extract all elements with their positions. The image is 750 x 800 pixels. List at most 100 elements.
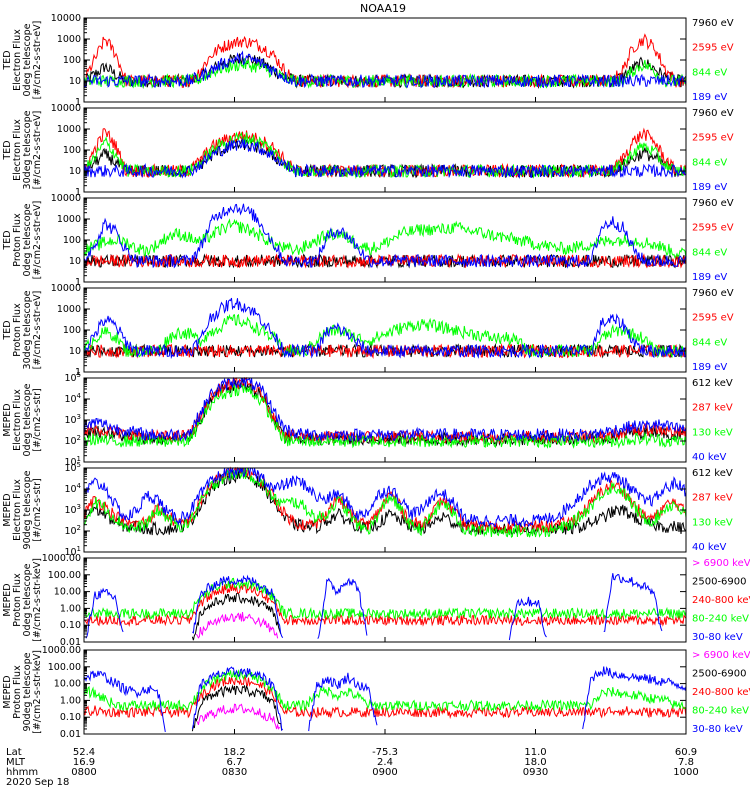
legend-entry: 80-240 keV [692, 614, 749, 625]
legend-entry: 30-80 keV [692, 632, 743, 643]
series-line-red [83, 582, 687, 628]
panel-7: > 6900 keV 2500-6900 240-800 keV 80-240 keV… [2, 553, 750, 648]
legend-entry: 189 eV [692, 362, 727, 373]
y-tick-label: 10000 [51, 283, 81, 294]
y-tick-label: 1000 [57, 214, 81, 225]
y-axis-label: MEPEDProton Flux0deg telescope[#/cm2-s-s… [2, 558, 43, 642]
x-tick-label-lat: 60.9 [675, 747, 697, 758]
y-tick-label: 105 [64, 461, 81, 474]
legend-entry: 7960 eV [692, 18, 734, 29]
panel-6: 612 keV 287 keV 130 keV 40 keV 101 102 103 104 1… [2, 461, 733, 558]
legend-entry: 844 eV [692, 337, 727, 348]
panels: 7960 eV 2595 eV 844 eV 189 eV 1 10 100 1000 1000… [2, 13, 750, 740]
panel-frame [83, 649, 687, 735]
legend-entry: 2595 eV [692, 223, 734, 234]
y-tick-label: 1000.00 [42, 553, 81, 564]
series-line-black [191, 592, 282, 641]
series-line-magenta [195, 612, 279, 639]
legend-entry: 80-240 keV [692, 706, 749, 717]
x-tick-label-time: 0900 [372, 767, 397, 778]
x-tick-label-time: 0930 [523, 767, 548, 778]
panel-frame [83, 17, 687, 103]
legend-entry: 2500-6900 [692, 669, 747, 680]
y-tick-label: 10.00 [54, 679, 81, 690]
series-line-green [83, 58, 687, 89]
series-line-green [83, 383, 687, 449]
xaxis-time-label: hhmm [6, 767, 38, 778]
y-axis-label: TEDProton Flux30deg telescope[#/cm2-s-st… [2, 290, 43, 369]
legend-entry: 130 keV [692, 517, 733, 528]
x-tick-label-lat: 52.4 [73, 747, 95, 758]
legend-entry: 40 keV [692, 452, 726, 463]
legend-entry: 287 keV [692, 493, 733, 504]
y-tick-label: 0.10 [60, 712, 81, 723]
series-line-green [83, 467, 687, 539]
panel-3: 7960 eV 2595 eV 844 eV 189 eV 1 10 100 1000 1000… [2, 193, 734, 288]
panel-4: 7960 eV 2595 eV 844 eV 189 eV 1 10 100 1000 1000… [2, 283, 734, 378]
panel-frame [83, 557, 687, 643]
y-tick-label: 104 [64, 392, 81, 405]
panel-frame [83, 377, 687, 463]
series-line-black [191, 684, 283, 732]
legend-entry: 7960 eV [692, 198, 734, 209]
y-tick-label: 104 [64, 482, 81, 495]
x-tick-label-time: 0830 [222, 767, 247, 778]
series-line-green [83, 669, 687, 713]
x-tick-label-lat: 11.0 [524, 747, 546, 758]
legend-entry: 189 eV [692, 272, 727, 283]
y-tick-label: 102 [64, 434, 81, 447]
legend-entry: 844 eV [692, 157, 727, 168]
panel-8: > 6900 keV 2500-6900 240-800 keV 80-240 keV… [2, 645, 750, 740]
x-tick-label-lat: -75.3 [372, 747, 398, 758]
y-tick-label: 1000 [57, 304, 81, 315]
series-line-green [83, 577, 687, 621]
y-tick-label: 100.00 [48, 570, 81, 581]
y-tick-label: 10 [69, 256, 81, 267]
x-tick-label-time: 0800 [71, 767, 96, 778]
panel-frame [83, 107, 687, 193]
figure-title: NOAA19 [360, 2, 406, 15]
y-tick-label: 101 [64, 545, 81, 558]
y-tick-label: 103 [64, 503, 81, 516]
legend-entry: 7960 eV [692, 288, 734, 299]
y-tick-label: 1.00 [60, 603, 81, 614]
y-tick-label: 1000 [57, 34, 81, 45]
series-line-blue [83, 666, 687, 732]
y-tick-label: 103 [64, 413, 81, 426]
legend-entry: > 6900 keV [692, 650, 750, 661]
y-tick-label: 10 [69, 166, 81, 177]
legend-entry: 30-80 keV [692, 724, 743, 735]
legend-entry: 844 eV [692, 247, 727, 258]
y-tick-label: 1000.00 [42, 645, 81, 656]
x-tick-label-lat: 18.2 [223, 747, 245, 758]
legend-entry: 240-800 keV [692, 687, 750, 698]
panel-5: 612 keV 287 keV 130 keV 40 keV 101 102 103 104 1… [2, 371, 733, 468]
y-tick-label: 1.00 [60, 695, 81, 706]
y-tick-label: 10 [69, 76, 81, 87]
y-tick-label: 0.10 [60, 620, 81, 631]
xaxis-mlt-label: MLT [6, 757, 26, 768]
y-tick-label: 100 [63, 325, 81, 336]
series-line-blue [83, 138, 687, 179]
x-tick-label-mlt: 6.7 [227, 757, 243, 768]
legend-entry: 844 eV [692, 67, 727, 78]
y-tick-label: 1 [75, 97, 81, 108]
y-axis-label: MEPEDElectron Flux0deg telescope[#/cm2-s… [2, 383, 43, 456]
series-line-blue [83, 377, 687, 443]
x-tick-label-mlt: 7.8 [678, 757, 694, 768]
series-line-blue [83, 203, 687, 269]
series-line-black [83, 468, 687, 537]
y-tick-label: 101 [64, 455, 81, 468]
y-tick-label: 1 [75, 277, 81, 288]
y-tick-label: 10000 [51, 103, 81, 114]
y-tick-label: 0.01 [60, 637, 81, 648]
series-line-blue [83, 297, 687, 360]
x-tick-label-mlt: 2.4 [377, 757, 393, 768]
panel-1: 7960 eV 2595 eV 844 eV 189 eV 1 10 100 1000 1000… [2, 13, 734, 108]
y-axis-label: MEPEDElectron Flux90deg telescope[#/cm2-… [2, 470, 43, 549]
legend-entry: 240-800 keV [692, 595, 750, 606]
legend-entry: 612 keV [692, 468, 733, 479]
legend-entry: 612 keV [692, 378, 733, 389]
panel-2: 7960 eV 2595 eV 844 eV 189 eV 1 10 100 1000 1000… [2, 103, 734, 198]
